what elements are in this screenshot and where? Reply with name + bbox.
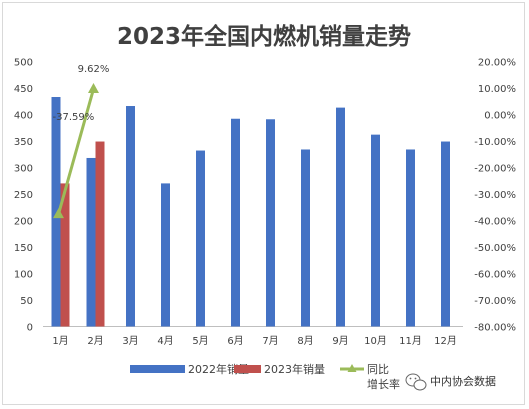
right-axis-tick-label: -70.00% bbox=[474, 296, 516, 307]
right-axis-tick-label: -30.00% bbox=[474, 190, 516, 201]
chart-title: 2023年全国内燃机销量走势 bbox=[117, 23, 411, 50]
watermark: 中内协会数据 bbox=[405, 373, 496, 391]
x-axis-tick-label: 6月 bbox=[227, 335, 243, 347]
legend: 2022年销量 2023年销量 同比增长率 bbox=[130, 362, 400, 391]
legend-label-growth-line2: 增长率 bbox=[367, 377, 400, 391]
x-axis-tick-label: 7月 bbox=[262, 335, 278, 347]
x-axis-tick-label: 1月 bbox=[52, 335, 68, 347]
left-axis-tick-label: 100 bbox=[14, 270, 33, 281]
left-axis-tick-label: 500 bbox=[14, 58, 33, 69]
legend-label-2022: 2022年销量 bbox=[188, 362, 249, 376]
growth-line-series bbox=[53, 83, 99, 219]
growth-point-marker bbox=[53, 208, 64, 219]
x-axis-tick-labels: 1月 2月 3月 4月 5月 6月 7月 8月 9月 10月 11月 12月 bbox=[52, 335, 457, 347]
data-label-jan-growth: -37.59% bbox=[53, 112, 95, 123]
x-axis-tick-label: 10月 bbox=[364, 335, 387, 347]
right-axis-tick-label: -80.00% bbox=[474, 323, 516, 334]
bar-2022 bbox=[336, 107, 345, 327]
x-axis-tick-label: 11月 bbox=[399, 335, 422, 347]
legend-marker-growth bbox=[347, 364, 357, 372]
left-axis-tick-label: 350 bbox=[14, 137, 33, 148]
x-axis-tick-label: 2月 bbox=[87, 335, 103, 347]
bar-2023 bbox=[60, 183, 70, 327]
bar-2022 bbox=[266, 119, 275, 327]
right-axis-tick-label: 10.00% bbox=[478, 84, 516, 95]
bar-2022 bbox=[126, 106, 135, 327]
watermark-text: 中内协会数据 bbox=[430, 374, 496, 388]
right-axis-tick-label: -10.00% bbox=[474, 137, 516, 148]
left-axis-tick-label: 50 bbox=[20, 296, 33, 307]
left-axis-tick-label: 200 bbox=[14, 217, 33, 228]
bar-2022 bbox=[406, 149, 415, 327]
x-axis-tick-label: 3月 bbox=[122, 335, 138, 347]
legend-label-2023: 2023年销量 bbox=[264, 362, 325, 376]
left-axis: 0 50 100 150 200 250 300 350 400 450 500 bbox=[14, 58, 33, 334]
bar-2022 bbox=[51, 97, 61, 327]
growth-line bbox=[57, 88, 95, 215]
right-axis-tick-label: 20.00% bbox=[478, 58, 516, 69]
bar-2022 bbox=[86, 157, 96, 327]
left-axis-tick-label: 300 bbox=[14, 164, 33, 175]
legend-swatch-2023 bbox=[234, 365, 261, 373]
right-axis-tick-label: -60.00% bbox=[474, 270, 516, 281]
bar-2022 bbox=[441, 141, 450, 327]
right-axis-tick-label: -20.00% bbox=[474, 164, 516, 175]
legend-swatch-2022 bbox=[130, 365, 185, 373]
right-axis-tick-label: -50.00% bbox=[474, 243, 516, 254]
data-labels: -37.59% 9.62% bbox=[53, 64, 110, 123]
left-axis-tick-label: 0 bbox=[27, 323, 33, 334]
x-axis-tick-label: 5月 bbox=[192, 335, 208, 347]
legend-label-growth-line1: 同比 bbox=[367, 363, 389, 376]
x-axis-tick-label: 12月 bbox=[434, 335, 457, 347]
bar-2022 bbox=[231, 118, 240, 327]
x-axis-tick-label: 4月 bbox=[157, 335, 173, 347]
right-axis: -80.00% -70.00% -60.00% -50.00% -40.00% -30.0… bbox=[474, 58, 516, 334]
bar-2022 bbox=[161, 183, 170, 327]
data-label-feb-growth: 9.62% bbox=[78, 64, 110, 75]
bar-2022 bbox=[301, 149, 310, 327]
legend-label-growth: 同比增长率 bbox=[367, 363, 400, 391]
bar-2023 bbox=[95, 141, 105, 327]
left-axis-tick-label: 250 bbox=[14, 190, 33, 201]
left-axis-tick-label: 150 bbox=[14, 243, 33, 254]
bar-2022 bbox=[196, 150, 205, 327]
wechat-icon bbox=[405, 373, 427, 391]
right-axis-tick-label: 0.00% bbox=[484, 111, 516, 122]
x-axis-tick-label: 8月 bbox=[297, 335, 313, 347]
left-axis-tick-label: 450 bbox=[14, 84, 33, 95]
growth-point-marker bbox=[88, 83, 99, 94]
left-axis-tick-label: 400 bbox=[14, 111, 33, 122]
x-axis-tick-label: 9月 bbox=[332, 335, 348, 347]
right-axis-tick-label: -40.00% bbox=[474, 217, 516, 228]
bar-series bbox=[51, 97, 450, 327]
bar-2022 bbox=[371, 134, 380, 327]
